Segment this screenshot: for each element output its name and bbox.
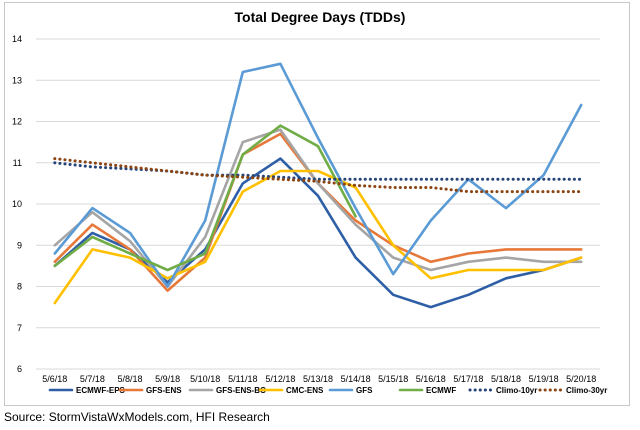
chart-title: Total Degree Days (TDDs) — [234, 9, 406, 25]
legend-label: CMC-ENS — [286, 386, 324, 395]
source-note: Source: StormVistaWxModels.com, HFI Rese… — [4, 410, 270, 424]
x-tick-label: 5/19/18 — [529, 374, 559, 384]
series-line-gfs — [53, 62, 583, 288]
y-tick-label: 6 — [17, 364, 22, 374]
x-tick-label: 5/15/18 — [378, 374, 408, 384]
x-tick-label: 5/6/18 — [42, 374, 67, 384]
x-axis-ticks: 5/6/18 5/7/18 5/8/18 5/9/18 5/10/18 5/11/18 5/… — [42, 374, 596, 384]
x-tick-label: 5/16/18 — [416, 374, 446, 384]
legend-label: GFS — [356, 386, 373, 395]
x-tick-label: 5/12/18 — [265, 374, 295, 384]
y-tick-label: 14 — [12, 34, 22, 44]
series-line-climo-30yr — [53, 157, 583, 194]
y-tick-label: 10 — [12, 199, 22, 209]
x-tick-label: 5/17/18 — [453, 374, 483, 384]
y-axis-ticks: 6 7 8 9 10 11 12 13 14 — [12, 34, 22, 374]
x-tick-label: 5/20/18 — [566, 374, 596, 384]
legend-label: ECMWF-EPS — [76, 386, 126, 395]
x-tick-label: 5/8/18 — [117, 374, 142, 384]
series-lines — [53, 62, 583, 309]
y-tick-label: 11 — [13, 158, 22, 168]
legend: ECMWF-EPS GFS-ENS GFS-ENS-BC CMC-ENS GFS ECMW… — [48, 386, 607, 395]
x-tick-label: 5/14/18 — [341, 374, 371, 384]
legend-label: GFS-ENS-BC — [216, 386, 266, 395]
series-line-climo-10yr — [53, 161, 583, 181]
y-tick-label: 9 — [17, 240, 22, 250]
series-line-gfs-ens — [53, 132, 583, 292]
y-tick-label: 8 — [17, 282, 22, 292]
x-tick-label: 5/18/18 — [491, 374, 521, 384]
gridlines — [36, 38, 600, 370]
legend-label: ECMWF — [426, 386, 456, 395]
y-tick-label: 12 — [12, 117, 22, 127]
legend-label: Climo-30yr — [566, 386, 607, 395]
series-line-cmc-ens — [53, 169, 583, 305]
y-tick-label: 7 — [17, 323, 22, 333]
legend-label: GFS-ENS — [146, 386, 182, 395]
x-tick-label: 5/9/18 — [155, 374, 180, 384]
x-tick-label: 5/7/18 — [80, 374, 105, 384]
x-tick-label: 5/11/18 — [228, 374, 257, 384]
y-tick-label: 13 — [12, 75, 22, 85]
legend-label: Climo-10yr — [496, 386, 537, 395]
series-line-ecmwf — [53, 124, 357, 272]
x-tick-label: 5/10/18 — [190, 374, 220, 384]
series-line-gfs-ens-bc — [53, 128, 583, 288]
x-tick-label: 5/13/18 — [303, 374, 333, 384]
